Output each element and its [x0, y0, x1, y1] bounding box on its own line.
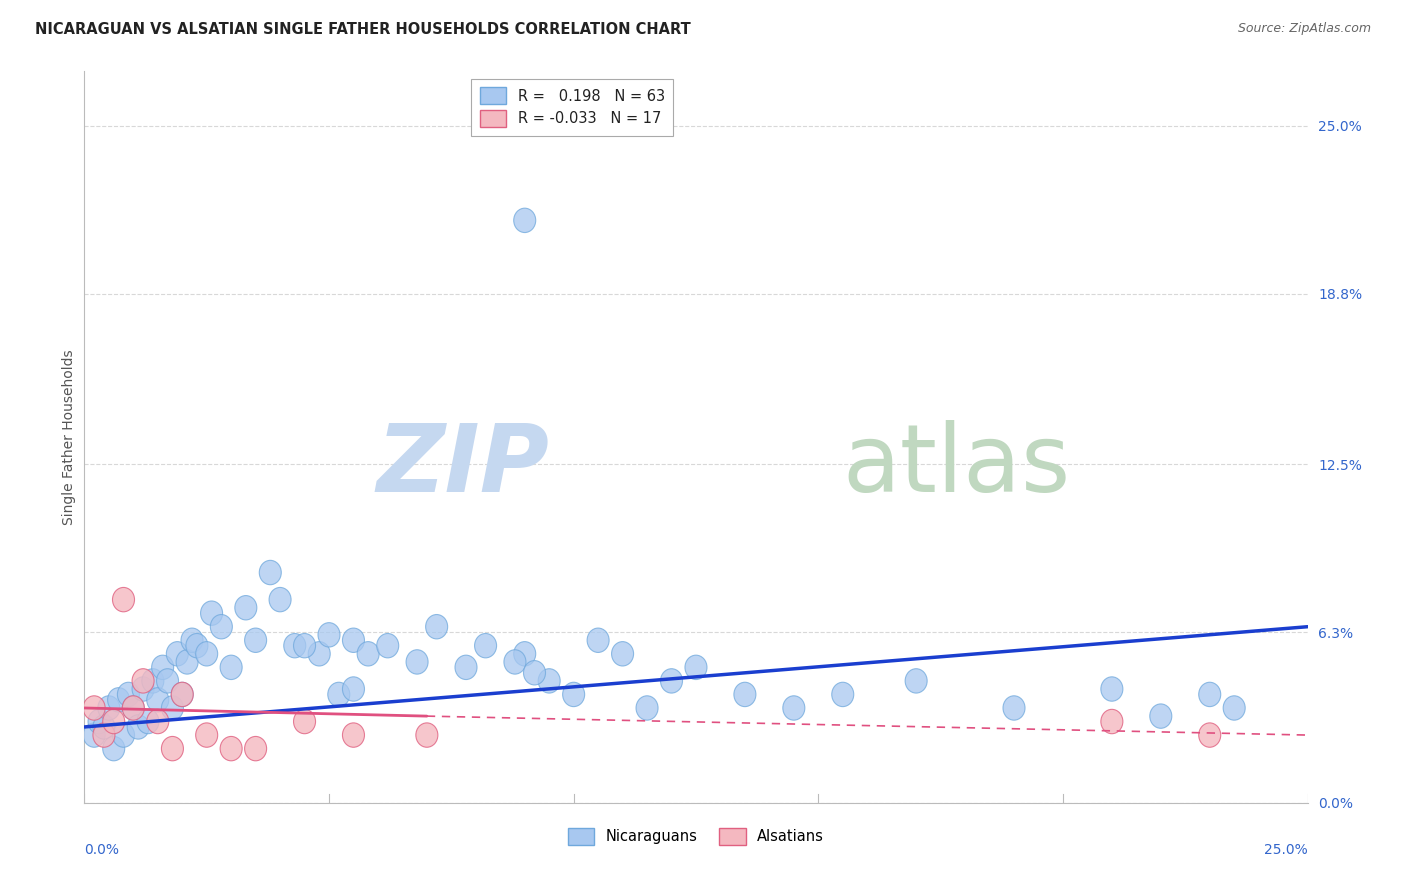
- Ellipse shape: [475, 633, 496, 658]
- Ellipse shape: [93, 723, 115, 747]
- Ellipse shape: [195, 723, 218, 747]
- Ellipse shape: [103, 737, 125, 761]
- Ellipse shape: [1101, 709, 1123, 734]
- Ellipse shape: [142, 669, 165, 693]
- Ellipse shape: [328, 682, 350, 706]
- Ellipse shape: [1199, 723, 1220, 747]
- Ellipse shape: [172, 682, 193, 706]
- Ellipse shape: [357, 641, 380, 666]
- Ellipse shape: [562, 682, 585, 706]
- Ellipse shape: [538, 669, 560, 693]
- Ellipse shape: [612, 641, 634, 666]
- Text: Source: ZipAtlas.com: Source: ZipAtlas.com: [1237, 22, 1371, 36]
- Ellipse shape: [503, 649, 526, 674]
- Ellipse shape: [93, 714, 115, 739]
- Ellipse shape: [685, 655, 707, 680]
- Ellipse shape: [103, 709, 125, 734]
- Ellipse shape: [523, 661, 546, 685]
- Ellipse shape: [343, 723, 364, 747]
- Ellipse shape: [1199, 682, 1220, 706]
- Ellipse shape: [1150, 704, 1171, 728]
- Ellipse shape: [108, 688, 129, 712]
- Ellipse shape: [195, 641, 218, 666]
- Ellipse shape: [117, 682, 139, 706]
- Ellipse shape: [269, 588, 291, 612]
- Ellipse shape: [156, 669, 179, 693]
- Ellipse shape: [343, 628, 364, 652]
- Ellipse shape: [294, 633, 315, 658]
- Ellipse shape: [318, 623, 340, 647]
- Ellipse shape: [832, 682, 853, 706]
- Ellipse shape: [211, 615, 232, 639]
- Ellipse shape: [406, 649, 427, 674]
- Ellipse shape: [259, 560, 281, 585]
- Text: 0.0%: 0.0%: [84, 843, 120, 857]
- Text: atlas: atlas: [842, 420, 1071, 512]
- Ellipse shape: [235, 596, 257, 620]
- Ellipse shape: [162, 696, 183, 720]
- Ellipse shape: [201, 601, 222, 625]
- Ellipse shape: [456, 655, 477, 680]
- Ellipse shape: [122, 696, 145, 720]
- Ellipse shape: [377, 633, 399, 658]
- Ellipse shape: [308, 641, 330, 666]
- Ellipse shape: [513, 641, 536, 666]
- Ellipse shape: [513, 208, 536, 233]
- Ellipse shape: [166, 641, 188, 666]
- Ellipse shape: [181, 628, 202, 652]
- Ellipse shape: [1223, 696, 1246, 720]
- Ellipse shape: [112, 588, 135, 612]
- Y-axis label: Single Father Households: Single Father Households: [62, 350, 76, 524]
- Ellipse shape: [98, 696, 120, 720]
- Ellipse shape: [734, 682, 756, 706]
- Ellipse shape: [146, 688, 169, 712]
- Ellipse shape: [905, 669, 927, 693]
- Ellipse shape: [221, 737, 242, 761]
- Ellipse shape: [186, 633, 208, 658]
- Ellipse shape: [83, 696, 105, 720]
- Ellipse shape: [89, 709, 110, 734]
- Ellipse shape: [162, 737, 183, 761]
- Ellipse shape: [245, 737, 267, 761]
- Ellipse shape: [146, 709, 169, 734]
- Ellipse shape: [636, 696, 658, 720]
- Ellipse shape: [343, 677, 364, 701]
- Ellipse shape: [1002, 696, 1025, 720]
- Ellipse shape: [245, 628, 267, 652]
- Ellipse shape: [112, 723, 135, 747]
- Ellipse shape: [588, 628, 609, 652]
- Text: NICARAGUAN VS ALSATIAN SINGLE FATHER HOUSEHOLDS CORRELATION CHART: NICARAGUAN VS ALSATIAN SINGLE FATHER HOU…: [35, 22, 690, 37]
- Ellipse shape: [172, 682, 193, 706]
- Text: 25.0%: 25.0%: [1264, 843, 1308, 857]
- Ellipse shape: [1101, 677, 1123, 701]
- Ellipse shape: [783, 696, 804, 720]
- Ellipse shape: [176, 649, 198, 674]
- Ellipse shape: [294, 709, 315, 734]
- Ellipse shape: [661, 669, 682, 693]
- Ellipse shape: [127, 714, 149, 739]
- Ellipse shape: [83, 723, 105, 747]
- Ellipse shape: [426, 615, 447, 639]
- Ellipse shape: [284, 633, 305, 658]
- Ellipse shape: [132, 669, 155, 693]
- Text: ZIP: ZIP: [377, 420, 550, 512]
- Ellipse shape: [152, 655, 174, 680]
- Ellipse shape: [221, 655, 242, 680]
- Ellipse shape: [136, 709, 159, 734]
- Ellipse shape: [416, 723, 437, 747]
- Ellipse shape: [132, 677, 155, 701]
- Legend: Nicaraguans, Alsatians: Nicaraguans, Alsatians: [562, 822, 830, 850]
- Ellipse shape: [122, 696, 145, 720]
